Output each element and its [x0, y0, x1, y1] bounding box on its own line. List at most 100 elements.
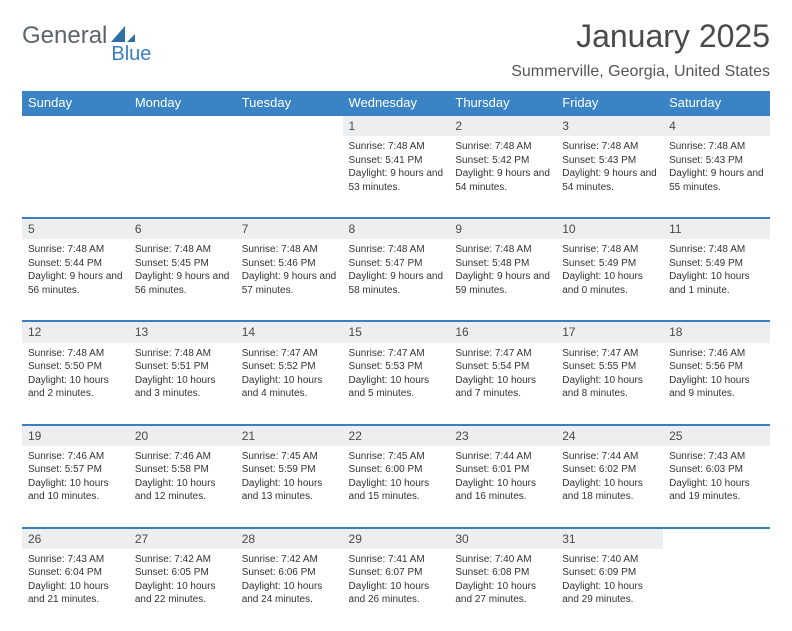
- day-detail-cell: Sunrise: 7:40 AMSunset: 6:08 PMDaylight:…: [449, 549, 556, 631]
- weekday-header: Thursday: [449, 91, 556, 115]
- day-detail-cell: Sunrise: 7:48 AMSunset: 5:49 PMDaylight:…: [663, 239, 770, 321]
- sunset-line: Sunset: 6:09 PM: [562, 566, 657, 580]
- daylight-line: Daylight: 10 hours and 29 minutes.: [562, 580, 657, 607]
- sunset-line: Sunset: 5:58 PM: [135, 463, 230, 477]
- sunrise-line: Sunrise: 7:48 AM: [349, 243, 444, 257]
- day-number-cell: 13: [129, 321, 236, 342]
- day-detail-cell: Sunrise: 7:46 AMSunset: 5:57 PMDaylight:…: [22, 446, 129, 528]
- day-detail-cell: [236, 136, 343, 218]
- day-number-cell: 25: [663, 425, 770, 446]
- day-number-cell: 30: [449, 528, 556, 549]
- day-detail-cell: Sunrise: 7:44 AMSunset: 6:01 PMDaylight:…: [449, 446, 556, 528]
- sunset-line: Sunset: 5:55 PM: [562, 360, 657, 374]
- sunset-line: Sunset: 6:02 PM: [562, 463, 657, 477]
- day-number-cell: [22, 115, 129, 136]
- sunrise-line: Sunrise: 7:48 AM: [242, 243, 337, 257]
- day-detail-cell: Sunrise: 7:48 AMSunset: 5:49 PMDaylight:…: [556, 239, 663, 321]
- daylight-line: Daylight: 10 hours and 5 minutes.: [349, 374, 444, 401]
- daylight-line: Daylight: 10 hours and 9 minutes.: [669, 374, 764, 401]
- sunset-line: Sunset: 5:57 PM: [28, 463, 123, 477]
- sunrise-line: Sunrise: 7:45 AM: [242, 450, 337, 464]
- daylight-line: Daylight: 9 hours and 54 minutes.: [562, 167, 657, 194]
- sunset-line: Sunset: 5:53 PM: [349, 360, 444, 374]
- sunrise-line: Sunrise: 7:43 AM: [669, 450, 764, 464]
- day-number-cell: 21: [236, 425, 343, 446]
- day-detail-cell: Sunrise: 7:48 AMSunset: 5:42 PMDaylight:…: [449, 136, 556, 218]
- daylight-line: Daylight: 10 hours and 4 minutes.: [242, 374, 337, 401]
- sunset-line: Sunset: 5:43 PM: [562, 154, 657, 168]
- day-detail-cell: Sunrise: 7:48 AMSunset: 5:48 PMDaylight:…: [449, 239, 556, 321]
- sunset-line: Sunset: 5:41 PM: [349, 154, 444, 168]
- day-detail-cell: [129, 136, 236, 218]
- sunset-line: Sunset: 5:56 PM: [669, 360, 764, 374]
- daylight-line: Daylight: 10 hours and 15 minutes.: [349, 477, 444, 504]
- sunset-line: Sunset: 5:48 PM: [455, 257, 550, 271]
- day-detail-cell: Sunrise: 7:48 AMSunset: 5:45 PMDaylight:…: [129, 239, 236, 321]
- sunrise-line: Sunrise: 7:46 AM: [28, 450, 123, 464]
- weekday-header: Saturday: [663, 91, 770, 115]
- sunset-line: Sunset: 5:51 PM: [135, 360, 230, 374]
- sunrise-line: Sunrise: 7:44 AM: [455, 450, 550, 464]
- day-number-cell: 28: [236, 528, 343, 549]
- day-number-cell: 20: [129, 425, 236, 446]
- sunrise-line: Sunrise: 7:42 AM: [135, 553, 230, 567]
- sunrise-line: Sunrise: 7:47 AM: [242, 347, 337, 361]
- day-detail-cell: Sunrise: 7:48 AMSunset: 5:43 PMDaylight:…: [663, 136, 770, 218]
- sunrise-line: Sunrise: 7:48 AM: [135, 243, 230, 257]
- day-detail-cell: Sunrise: 7:48 AMSunset: 5:50 PMDaylight:…: [22, 343, 129, 425]
- sunset-line: Sunset: 6:05 PM: [135, 566, 230, 580]
- sunrise-line: Sunrise: 7:48 AM: [455, 140, 550, 154]
- daylight-line: Daylight: 10 hours and 2 minutes.: [28, 374, 123, 401]
- sunrise-line: Sunrise: 7:48 AM: [562, 140, 657, 154]
- daylight-line: Daylight: 10 hours and 27 minutes.: [455, 580, 550, 607]
- day-number-cell: 27: [129, 528, 236, 549]
- daylight-line: Daylight: 10 hours and 13 minutes.: [242, 477, 337, 504]
- sunset-line: Sunset: 5:47 PM: [349, 257, 444, 271]
- day-detail-cell: Sunrise: 7:47 AMSunset: 5:55 PMDaylight:…: [556, 343, 663, 425]
- day-number-cell: 22: [343, 425, 450, 446]
- day-detail-cell: Sunrise: 7:47 AMSunset: 5:53 PMDaylight:…: [343, 343, 450, 425]
- sunset-line: Sunset: 6:08 PM: [455, 566, 550, 580]
- sunset-line: Sunset: 6:06 PM: [242, 566, 337, 580]
- day-number-cell: 24: [556, 425, 663, 446]
- day-detail-cell: Sunrise: 7:48 AMSunset: 5:51 PMDaylight:…: [129, 343, 236, 425]
- day-detail-cell: Sunrise: 7:45 AMSunset: 6:00 PMDaylight:…: [343, 446, 450, 528]
- sunrise-line: Sunrise: 7:48 AM: [135, 347, 230, 361]
- daylight-line: Daylight: 10 hours and 7 minutes.: [455, 374, 550, 401]
- daylight-line: Daylight: 10 hours and 1 minute.: [669, 270, 764, 297]
- logo-word-general: General: [22, 22, 107, 50]
- sunset-line: Sunset: 6:03 PM: [669, 463, 764, 477]
- sunrise-line: Sunrise: 7:45 AM: [349, 450, 444, 464]
- calendar-header-row: SundayMondayTuesdayWednesdayThursdayFrid…: [22, 91, 770, 115]
- weekday-header: Sunday: [22, 91, 129, 115]
- day-number-cell: 4: [663, 115, 770, 136]
- day-detail-cell: Sunrise: 7:48 AMSunset: 5:43 PMDaylight:…: [556, 136, 663, 218]
- day-detail-cell: Sunrise: 7:48 AMSunset: 5:46 PMDaylight:…: [236, 239, 343, 321]
- day-detail-cell: Sunrise: 7:46 AMSunset: 5:56 PMDaylight:…: [663, 343, 770, 425]
- daylight-line: Daylight: 10 hours and 21 minutes.: [28, 580, 123, 607]
- day-number-cell: 31: [556, 528, 663, 549]
- month-title: January 2025: [511, 18, 770, 55]
- day-number-cell: 8: [343, 218, 450, 239]
- daylight-line: Daylight: 10 hours and 10 minutes.: [28, 477, 123, 504]
- daylight-line: Daylight: 10 hours and 12 minutes.: [135, 477, 230, 504]
- sunrise-line: Sunrise: 7:48 AM: [28, 243, 123, 257]
- daylight-line: Daylight: 9 hours and 58 minutes.: [349, 270, 444, 297]
- day-detail-cell: Sunrise: 7:42 AMSunset: 6:06 PMDaylight:…: [236, 549, 343, 631]
- day-detail-cell: [22, 136, 129, 218]
- day-number-cell: 12: [22, 321, 129, 342]
- sunset-line: Sunset: 5:46 PM: [242, 257, 337, 271]
- location-subtitle: Summerville, Georgia, United States: [511, 63, 770, 81]
- sunrise-line: Sunrise: 7:46 AM: [669, 347, 764, 361]
- sunrise-line: Sunrise: 7:48 AM: [349, 140, 444, 154]
- day-detail-cell: Sunrise: 7:48 AMSunset: 5:44 PMDaylight:…: [22, 239, 129, 321]
- sunrise-line: Sunrise: 7:47 AM: [349, 347, 444, 361]
- sunrise-line: Sunrise: 7:41 AM: [349, 553, 444, 567]
- day-number-cell: [663, 528, 770, 549]
- sunset-line: Sunset: 5:45 PM: [135, 257, 230, 271]
- day-number-cell: 2: [449, 115, 556, 136]
- day-number-cell: 3: [556, 115, 663, 136]
- daylight-line: Daylight: 10 hours and 3 minutes.: [135, 374, 230, 401]
- day-detail-cell: Sunrise: 7:48 AMSunset: 5:47 PMDaylight:…: [343, 239, 450, 321]
- sunrise-line: Sunrise: 7:48 AM: [669, 140, 764, 154]
